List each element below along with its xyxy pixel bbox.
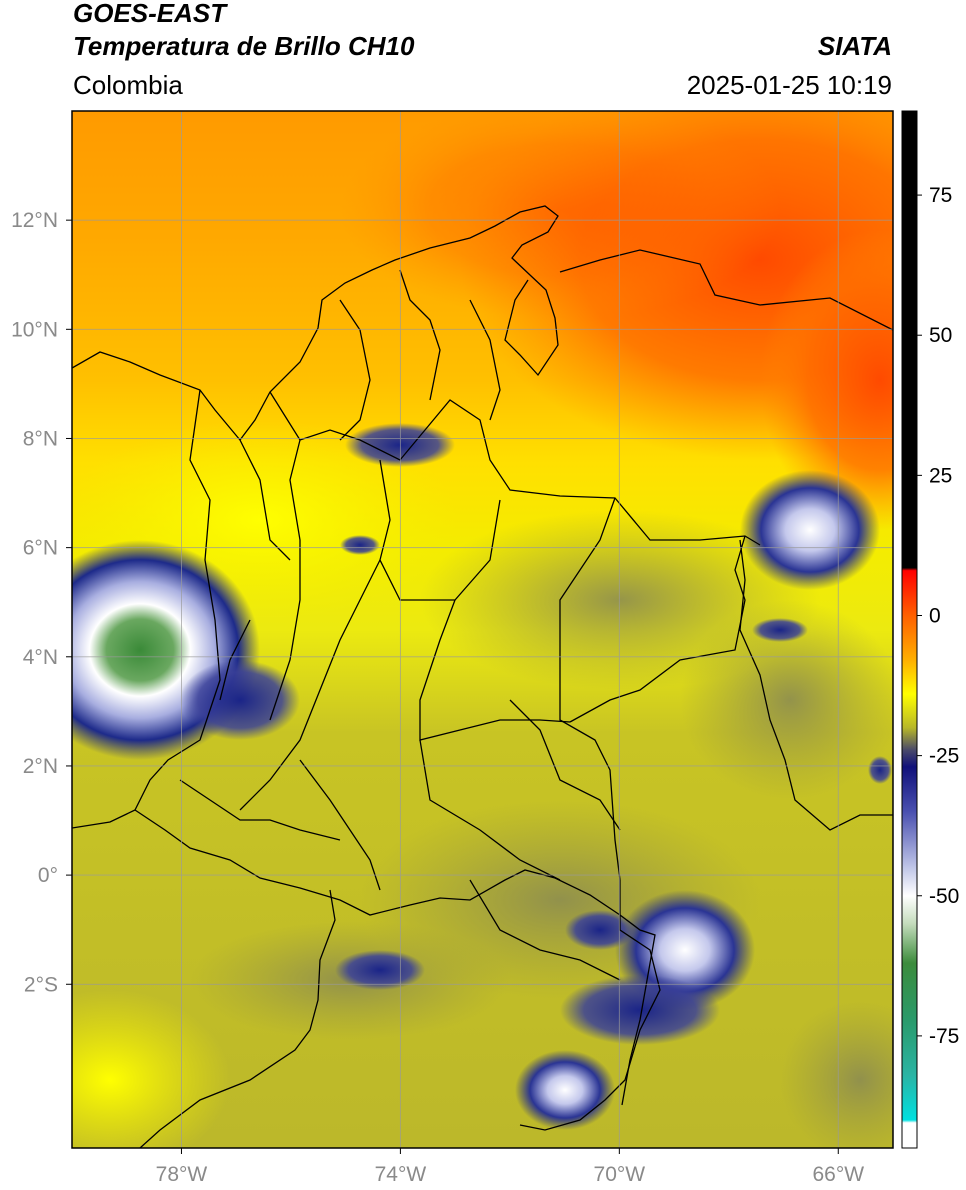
map-frame xyxy=(71,110,894,1149)
timestamp-label: 2025-01-25 10:19 xyxy=(686,70,892,100)
colorbar-tick-label: -25 xyxy=(929,745,959,768)
title-satellite: GOES-EAST xyxy=(73,0,227,28)
colorbar-tick-label: 75 xyxy=(929,184,952,207)
agency-label: SIATA xyxy=(817,31,892,61)
latitude-axis: 12°N 10°N 8°N 6°N 4°N 2°N 0° 2°S xyxy=(11,209,72,996)
longitude-axis: 78°W 74°W 70°W 66°W xyxy=(156,1148,864,1186)
lat-tick-label: 8°N xyxy=(23,427,58,450)
colorbar-axis: 75 50 25 0 -25 -50 -75 xyxy=(917,184,959,1048)
lon-tick-label: 78°W xyxy=(156,1163,208,1186)
brightness-temperature-raster xyxy=(72,111,893,1148)
colorbar-tick-label: -50 xyxy=(929,885,959,908)
lat-tick-label: 2°N xyxy=(23,755,58,778)
lat-tick-label: 6°N xyxy=(23,537,58,560)
colorbar-tick-label: -75 xyxy=(929,1025,959,1048)
lat-tick-label: 4°N xyxy=(23,646,58,669)
lon-tick-label: 70°W xyxy=(594,1163,646,1186)
colorbar-frame xyxy=(901,110,918,1149)
lat-tick-label: 0° xyxy=(38,864,58,887)
colorbar xyxy=(902,111,917,1148)
colorbar-tick-label: 25 xyxy=(929,464,952,487)
lon-tick-label: 74°W xyxy=(375,1163,427,1186)
lat-tick-label: 12°N xyxy=(11,209,58,232)
lon-tick-label: 66°W xyxy=(812,1163,864,1186)
coastline-and-borders xyxy=(72,205,893,1148)
colorbar-tick-label: 50 xyxy=(929,324,952,347)
colorbar-tick-label: 0 xyxy=(929,604,941,627)
title-product: Temperatura de Brillo CH10 xyxy=(73,31,415,61)
lat-tick-label: 2°S xyxy=(24,973,58,996)
lat-tick-label: 10°N xyxy=(11,318,58,341)
region-label: Colombia xyxy=(73,70,183,100)
graticule xyxy=(72,111,893,1148)
